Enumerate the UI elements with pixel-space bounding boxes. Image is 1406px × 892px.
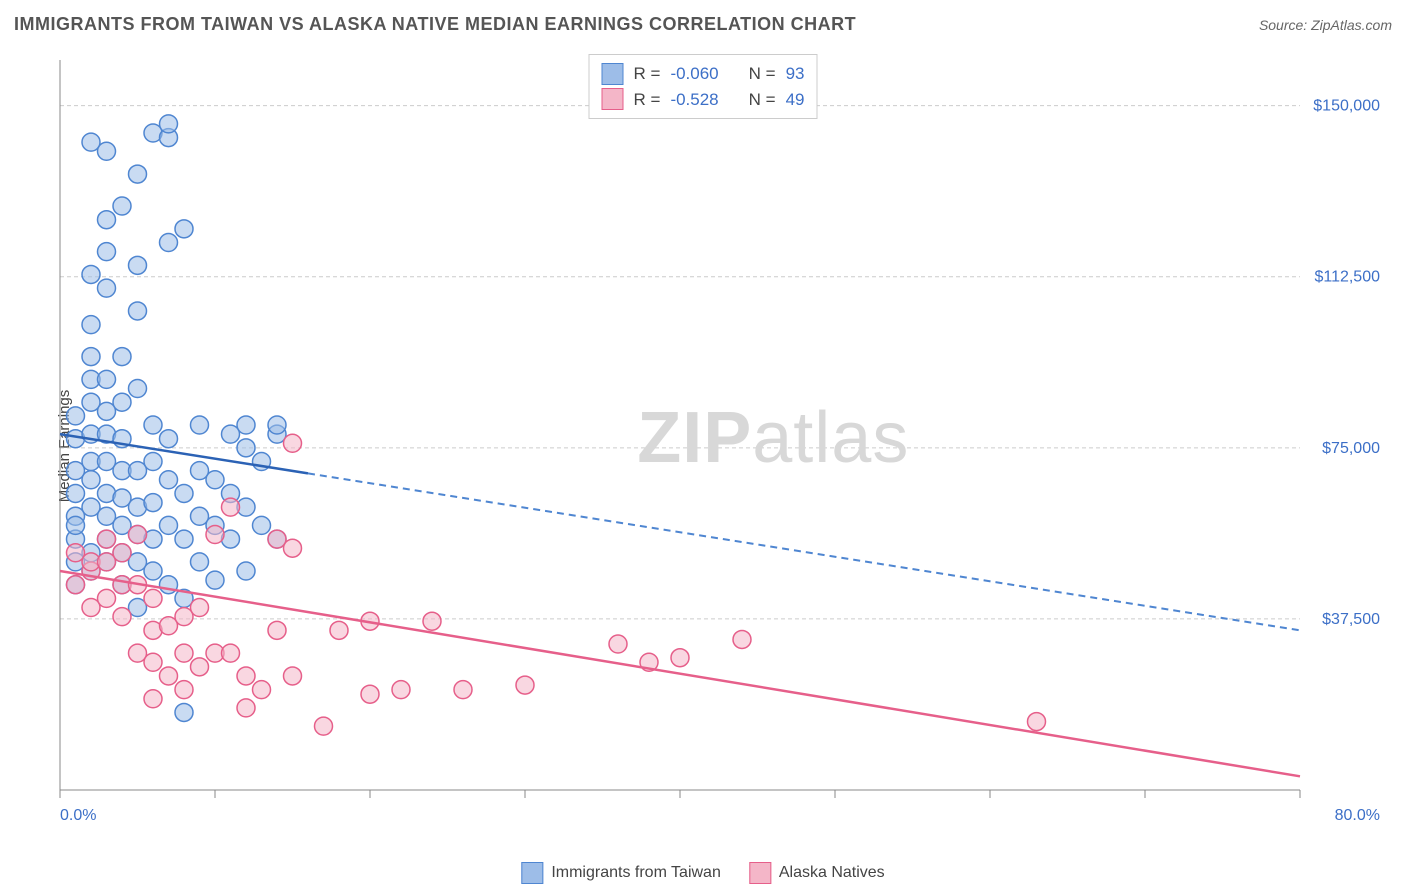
legend-swatch-icon: [749, 862, 771, 884]
legend-row-series-0: R = -0.060 N = 93: [602, 61, 805, 87]
n-label: N =: [749, 61, 776, 87]
r-value: -0.060: [670, 61, 718, 87]
chart-area: $37,500 $75,000 $112,500 $150,000 0.0% 80.0%: [50, 50, 1390, 830]
svg-text:$150,000: $150,000: [1313, 98, 1380, 115]
scatter-chart: $37,500 $75,000 $112,500 $150,000 0.0% 80.0%: [50, 50, 1390, 830]
legend-row-series-1: R = -0.528 N = 49: [602, 87, 805, 113]
n-label: N =: [749, 87, 776, 113]
svg-text:0.0%: 0.0%: [60, 807, 96, 824]
r-value: -0.528: [670, 87, 718, 113]
legend-label: Immigrants from Taiwan: [551, 864, 721, 882]
header: IMMIGRANTS FROM TAIWAN VS ALASKA NATIVE …: [14, 14, 1392, 35]
legend-item-1: Alaska Natives: [749, 862, 885, 884]
svg-text:$37,500: $37,500: [1322, 611, 1380, 628]
legend-item-0: Immigrants from Taiwan: [521, 862, 721, 884]
legend-label: Alaska Natives: [779, 864, 885, 882]
svg-text:$75,000: $75,000: [1322, 440, 1380, 457]
n-value: 49: [786, 87, 805, 113]
svg-text:80.0%: 80.0%: [1335, 807, 1380, 824]
legend-swatch-icon: [521, 862, 543, 884]
chart-title: IMMIGRANTS FROM TAIWAN VS ALASKA NATIVE …: [14, 14, 856, 35]
svg-text:$112,500: $112,500: [1314, 269, 1380, 286]
n-value: 93: [786, 61, 805, 87]
legend-series: Immigrants from Taiwan Alaska Natives: [521, 862, 884, 884]
source-label: Source: ZipAtlas.com: [1259, 17, 1392, 33]
legend-correlation: R = -0.060 N = 93 R = -0.528 N = 49: [589, 54, 818, 119]
legend-swatch-icon: [602, 88, 624, 110]
r-label: R =: [634, 87, 661, 113]
legend-swatch-icon: [602, 63, 624, 85]
r-label: R =: [634, 61, 661, 87]
